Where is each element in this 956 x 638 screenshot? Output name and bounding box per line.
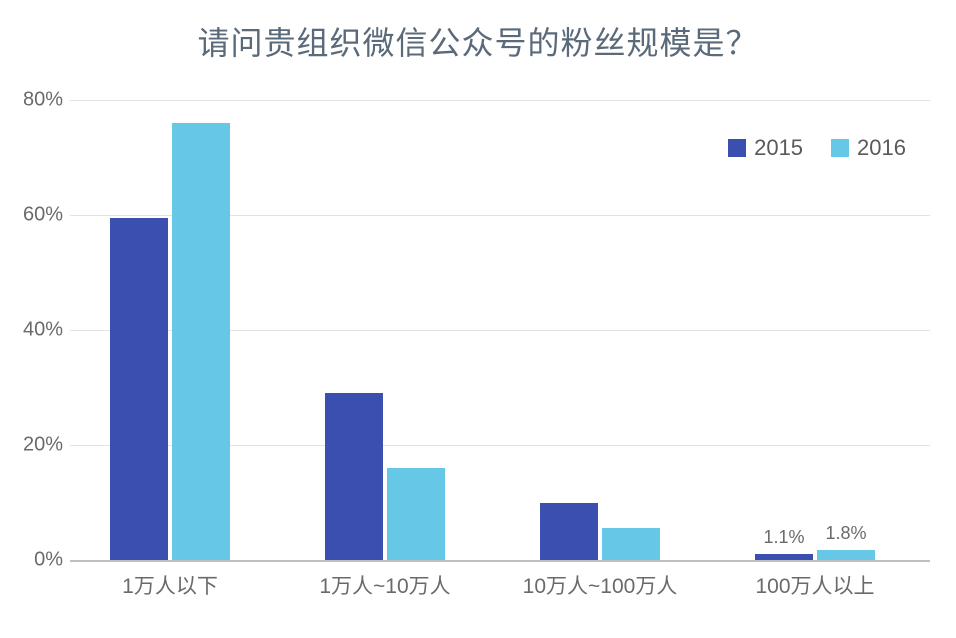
bar-2016-0 bbox=[172, 123, 230, 560]
bar-2015-0 bbox=[110, 218, 168, 560]
plot-area: 0%20%40%60%80%1万人以下1万人~10万人10万人~100万人100… bbox=[70, 100, 930, 562]
y-tick-label: 0% bbox=[15, 549, 63, 572]
bar-2016-1 bbox=[387, 468, 445, 560]
bar-2015-1 bbox=[325, 393, 383, 560]
bar-chart: 请问贵组织微信公众号的粉丝规模是？ 2015 2016 0%20%40%60%8… bbox=[0, 0, 956, 638]
x-tick-label: 10万人~100万人 bbox=[523, 570, 678, 600]
y-tick-label: 60% bbox=[15, 204, 63, 227]
x-tick-label: 1万人以下 bbox=[122, 570, 218, 600]
chart-title: 请问贵组织微信公众号的粉丝规模是？ bbox=[0, 18, 956, 64]
y-tick-label: 40% bbox=[15, 319, 63, 342]
x-tick-label: 1万人~10万人 bbox=[319, 570, 450, 600]
data-label: 1.8% bbox=[825, 523, 866, 544]
bar-2016-2 bbox=[602, 528, 660, 560]
data-label: 1.1% bbox=[763, 527, 804, 548]
bar-2015-2 bbox=[540, 503, 598, 561]
bar-2016-3 bbox=[817, 550, 875, 560]
y-tick-label: 20% bbox=[15, 434, 63, 457]
bar-2015-3 bbox=[755, 554, 813, 560]
y-tick-label: 80% bbox=[15, 89, 63, 112]
gridline bbox=[70, 100, 930, 101]
x-tick-label: 100万人以上 bbox=[755, 570, 874, 600]
